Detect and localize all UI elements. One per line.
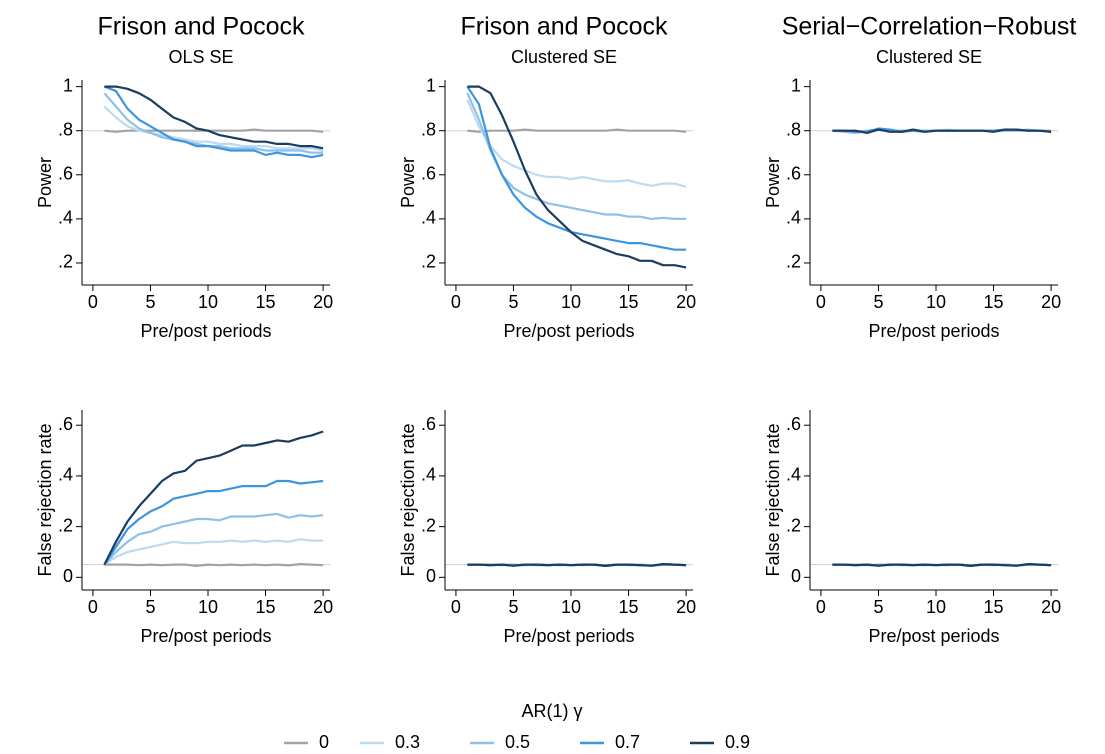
x-tick-label: 15 [984, 292, 1004, 312]
y-axis-label: Power [35, 157, 55, 208]
x-tick-label: 20 [676, 597, 696, 617]
y-tick-label: 1 [63, 75, 73, 95]
x-tick-label: 5 [145, 597, 155, 617]
legend-label: 0.7 [615, 732, 640, 752]
x-tick-label: 15 [984, 597, 1004, 617]
y-tick-label: .6 [786, 414, 801, 434]
x-tick-label: 20 [313, 292, 333, 312]
y-tick-label: .6 [421, 164, 436, 184]
panel-subtitle: Clustered SE [511, 47, 617, 67]
y-tick-label: .8 [58, 119, 73, 139]
y-tick-label: .4 [786, 208, 801, 228]
x-tick-label: 5 [145, 292, 155, 312]
y-axis-label: Power [398, 157, 418, 208]
y-tick-label: .2 [421, 515, 436, 535]
series-line [832, 128, 1052, 134]
y-tick-label: .8 [421, 119, 436, 139]
y-tick-label: .2 [786, 252, 801, 272]
series-line [103, 538, 324, 566]
x-tick-label: 10 [926, 597, 946, 617]
y-axis-label: Power [763, 157, 783, 208]
x-tick-label: 10 [198, 597, 218, 617]
x-axis-label: Pre/post periods [503, 626, 634, 646]
series-line [467, 85, 687, 269]
legend-title: AR(1) γ [521, 701, 582, 721]
y-tick-label: .2 [58, 515, 73, 535]
x-tick-label: 10 [926, 292, 946, 312]
series-line [467, 563, 687, 567]
x-tick-label: 5 [873, 597, 883, 617]
x-tick-label: 20 [313, 597, 333, 617]
x-tick-label: 20 [1041, 292, 1061, 312]
x-axis-label: Pre/post periods [868, 321, 999, 341]
x-tick-label: 20 [1041, 597, 1061, 617]
x-tick-label: 15 [256, 292, 276, 312]
x-tick-label: 5 [508, 597, 518, 617]
x-tick-label: 0 [88, 292, 98, 312]
y-tick-label: .2 [786, 515, 801, 535]
series-line [104, 85, 324, 150]
x-axis-label: Pre/post periods [140, 321, 271, 341]
y-tick-label: .6 [786, 164, 801, 184]
x-axis-label: Pre/post periods [868, 626, 999, 646]
legend-label: 0.9 [725, 732, 750, 752]
x-tick-label: 5 [873, 292, 883, 312]
x-tick-label: 0 [88, 597, 98, 617]
y-tick-label: .4 [421, 208, 436, 228]
y-tick-label: .6 [58, 414, 73, 434]
y-axis-label: False rejection rate [763, 423, 783, 576]
x-tick-label: 0 [451, 597, 461, 617]
x-tick-label: 10 [561, 292, 581, 312]
y-axis-label: False rejection rate [35, 423, 55, 576]
x-tick-label: 0 [816, 597, 826, 617]
x-tick-label: 10 [561, 597, 581, 617]
series-line [103, 105, 324, 152]
y-tick-label: 0 [791, 566, 801, 586]
series-line [104, 563, 324, 567]
x-axis-label: Pre/post periods [503, 321, 634, 341]
panel-title: Serial−Correlation−Robust [782, 13, 1077, 41]
x-tick-label: 15 [256, 597, 276, 617]
x-tick-label: 15 [619, 292, 639, 312]
y-tick-label: .4 [58, 208, 73, 228]
y-tick-label: .6 [58, 164, 73, 184]
series-line [832, 563, 1052, 567]
y-tick-label: .2 [58, 252, 73, 272]
series-line [466, 99, 687, 188]
series-line [104, 85, 324, 159]
x-tick-label: 10 [198, 292, 218, 312]
x-tick-label: 15 [619, 597, 639, 617]
panel-title: Frison and Pocock [97, 13, 305, 41]
series-line [103, 512, 324, 566]
y-tick-label: .4 [421, 465, 436, 485]
x-tick-label: 20 [676, 292, 696, 312]
legend-label: 0 [319, 732, 329, 752]
legend-label: 0.3 [395, 732, 420, 752]
y-tick-label: .4 [58, 465, 73, 485]
series-line [467, 128, 687, 133]
series-line [103, 479, 324, 566]
series-line [466, 85, 687, 251]
x-tick-label: 5 [508, 292, 518, 312]
y-tick-label: .6 [421, 414, 436, 434]
x-tick-label: 0 [451, 292, 461, 312]
y-axis-label: False rejection rate [398, 423, 418, 576]
panel-subtitle: Clustered SE [876, 47, 982, 67]
legend-label: 0.5 [505, 732, 530, 752]
y-tick-label: 1 [426, 75, 436, 95]
y-tick-label: .2 [421, 252, 436, 272]
y-tick-label: .4 [786, 465, 801, 485]
panel-title: Frison and Pocock [460, 13, 668, 41]
series-line [103, 430, 324, 566]
y-tick-label: 0 [63, 566, 73, 586]
x-axis-label: Pre/post periods [140, 626, 271, 646]
x-tick-label: 0 [816, 292, 826, 312]
y-tick-label: .8 [786, 119, 801, 139]
y-tick-label: 1 [791, 75, 801, 95]
panel-subtitle: OLS SE [168, 47, 233, 67]
y-tick-label: 0 [426, 566, 436, 586]
